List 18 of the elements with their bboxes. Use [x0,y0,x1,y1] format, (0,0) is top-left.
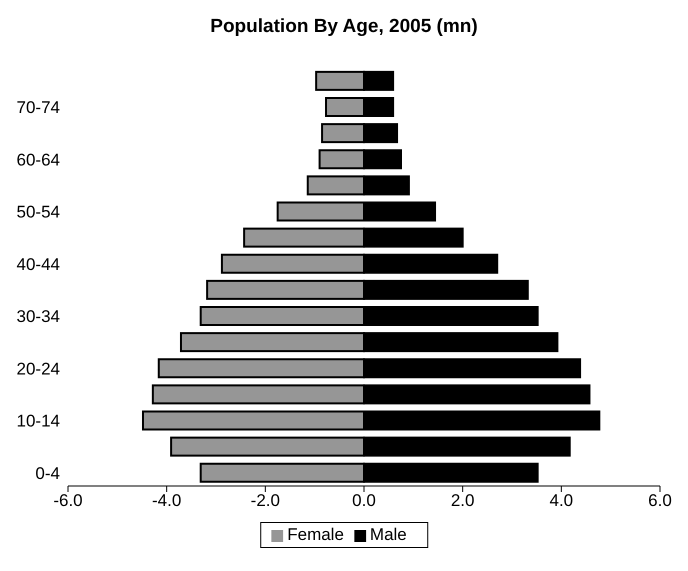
chart-title: Population By Age, 2005 (mn) [209,16,479,38]
x-tick-label: 4.0 [550,491,574,510]
y-tick-label: 40-44 [16,254,60,274]
y-tick-label: 50-54 [16,202,60,222]
y-tick-label: 60-64 [16,150,60,170]
x-tick-label: 0.0 [352,491,376,510]
x-tick-label: -4.0 [152,491,182,510]
x-tick-label: 2.0 [450,491,474,510]
y-tick-label: 30-34 [16,307,60,326]
legend-label: Female [287,525,344,544]
y-tick-label: 10-14 [16,412,60,431]
y-tick-label: 20-24 [16,359,60,378]
y-tick-label: 0-4 [35,464,60,483]
y-tick-label: 70-74 [16,98,60,118]
legend-label: Male [370,525,407,544]
x-tick-label: 6.0 [648,491,672,510]
x-tick-label: -6.0 [53,491,83,510]
x-tick-label: -2.0 [250,491,280,510]
